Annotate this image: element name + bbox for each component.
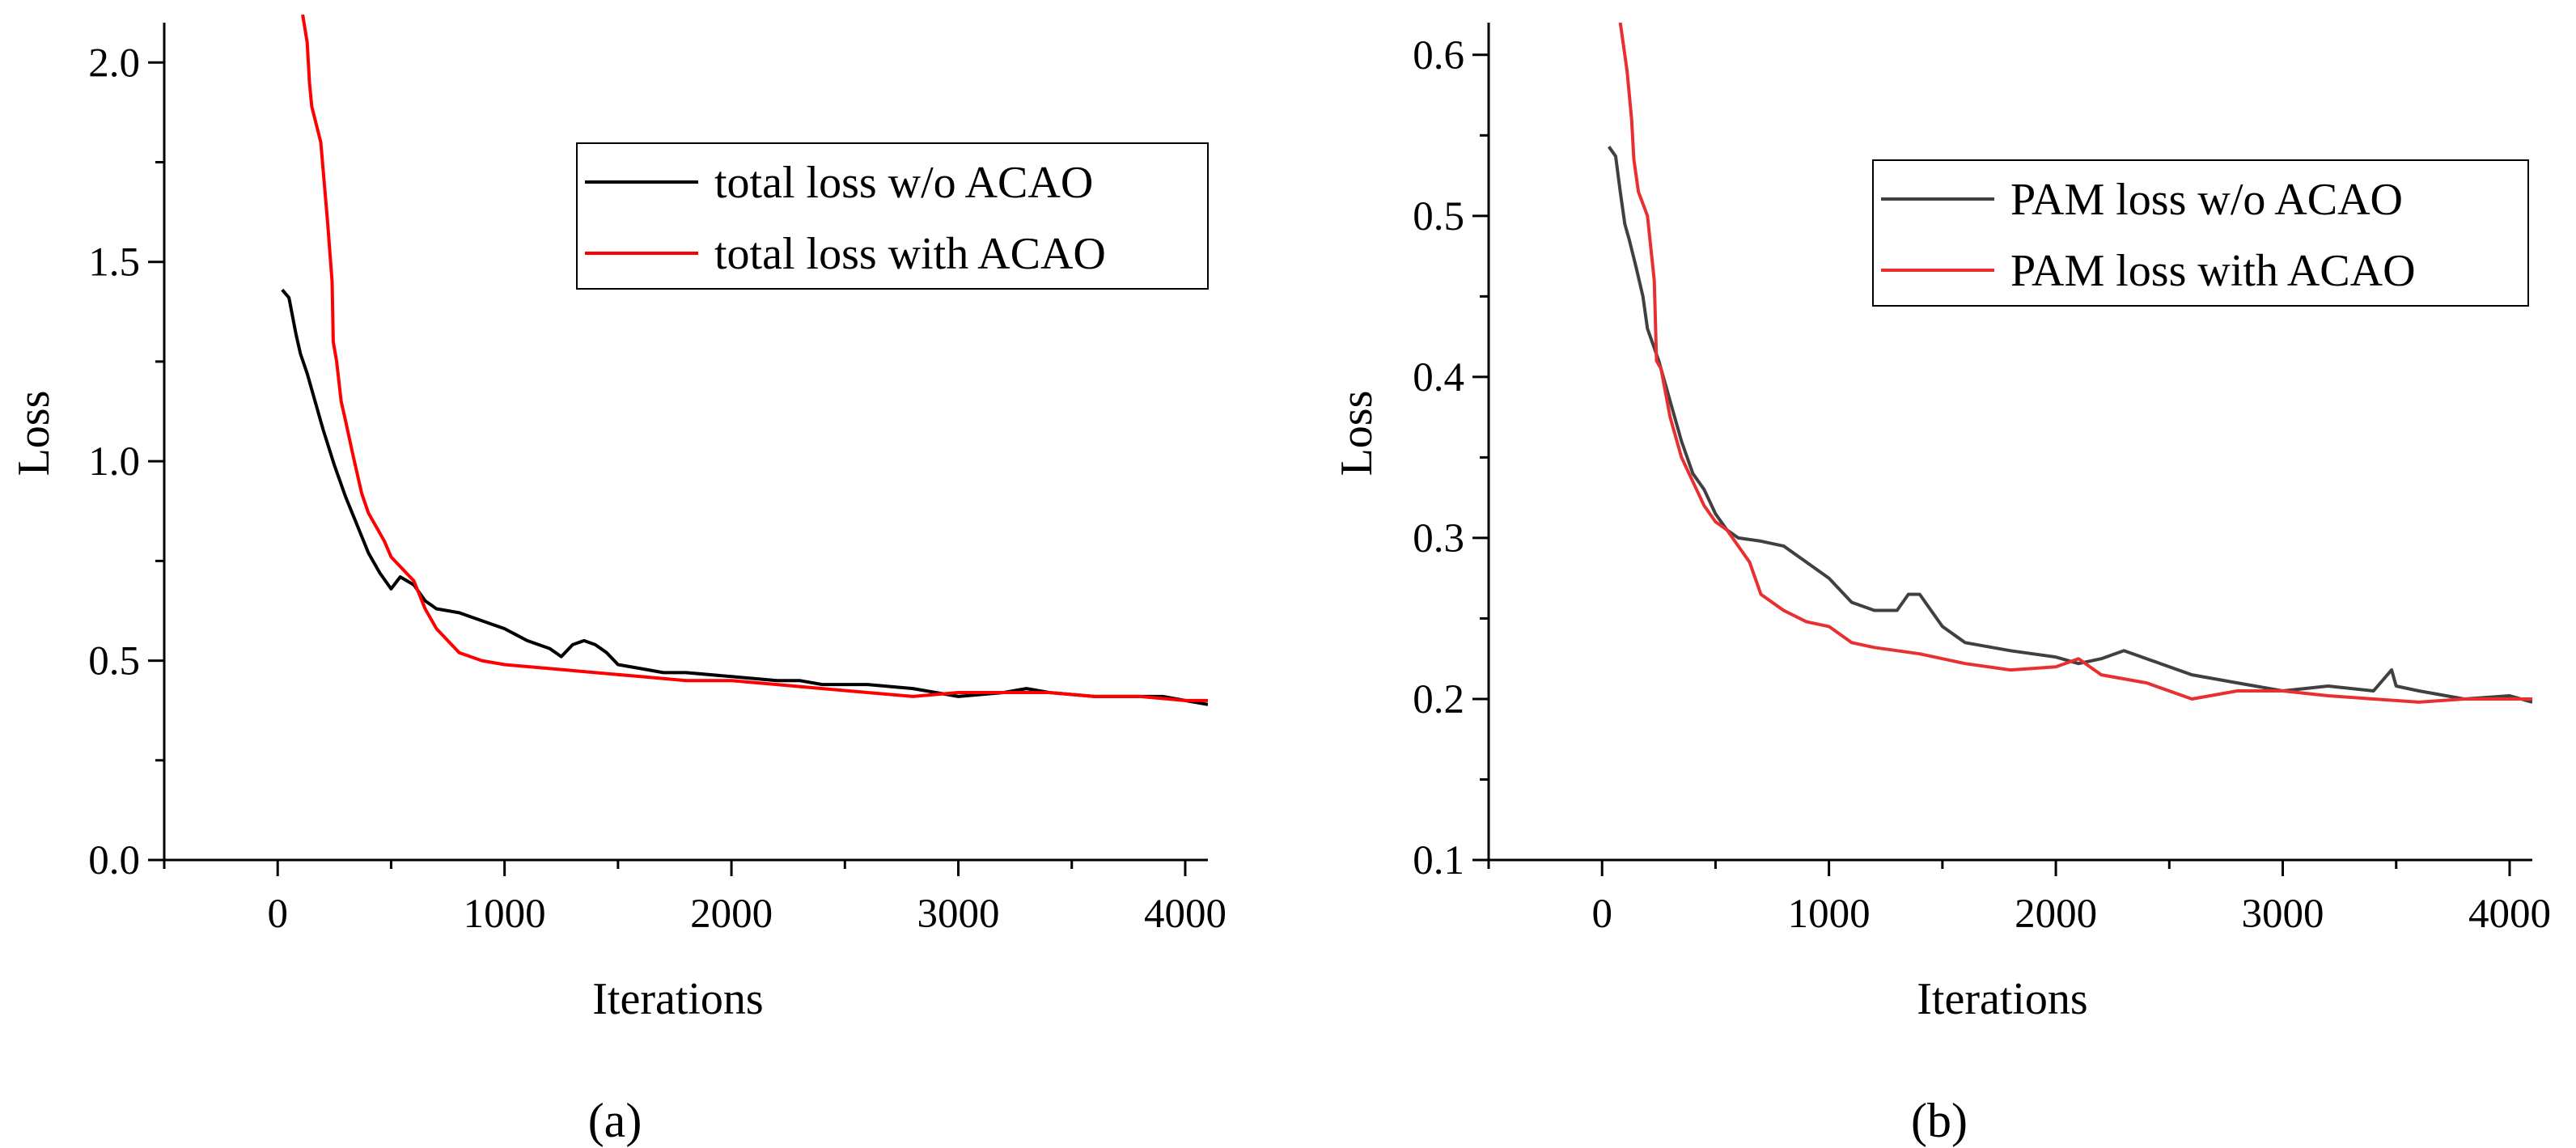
y-tick-label: 2.0 xyxy=(88,40,140,86)
panel-label-a: (a) xyxy=(588,1094,642,1147)
legend: total loss w/o ACAO total loss with ACAO xyxy=(576,142,1209,290)
y-tick-label: 1.0 xyxy=(88,439,140,485)
legend-box xyxy=(576,142,1209,290)
y-axis-title: Loss xyxy=(9,391,59,477)
chart-panel-b: (b) 0 1000 2000 3000 4000 0.1 0.2 0.3 0.4 0.5 0.6 I… xyxy=(1332,22,2551,1147)
series-line-0 xyxy=(281,288,1208,706)
x-tick-label: 0 xyxy=(267,892,288,937)
series-line-1 xyxy=(1618,22,2532,704)
legend-label: PAM loss w/o ACAO xyxy=(2010,175,2403,225)
y-tick-label: 0.6 xyxy=(1413,33,1464,78)
x-tick-label: 3000 xyxy=(917,892,1000,937)
x-tick-label: 4000 xyxy=(1144,892,1227,937)
x-tick-label: 1000 xyxy=(464,892,546,937)
x-tick-label: 4000 xyxy=(2468,892,2551,937)
x-axis-title: Iterations xyxy=(1917,974,2087,1024)
series-line-1 xyxy=(301,14,1208,702)
x-tick-label: 2000 xyxy=(690,892,773,937)
y-tick-label: 0.3 xyxy=(1413,516,1464,561)
series-line-0 xyxy=(1607,146,2532,704)
y-tick-label: 0.1 xyxy=(1413,838,1464,883)
x-tick-label: 3000 xyxy=(2242,892,2324,937)
y-axis-title: Loss xyxy=(1332,391,1382,477)
legend-label: total loss with ACAO xyxy=(714,229,1106,279)
y-tick-label: 0.0 xyxy=(88,838,140,883)
legend-label: PAM loss with ACAO xyxy=(2010,246,2416,296)
legend: PAM loss w/o ACAO PAM loss with ACAO xyxy=(1872,159,2529,307)
x-tick-label: 0 xyxy=(1591,892,1612,937)
y-tick-label: 0.5 xyxy=(88,639,140,684)
y-tick-label: 0.2 xyxy=(1413,677,1464,722)
legend-box xyxy=(1872,159,2529,307)
y-tick-label: 0.4 xyxy=(1413,355,1464,400)
x-tick-label: 1000 xyxy=(1788,892,1871,937)
y-tick-label: 1.5 xyxy=(88,240,140,286)
x-tick-label: 2000 xyxy=(2015,892,2097,937)
y-tick-label: 0.5 xyxy=(1413,194,1464,239)
chart-panel-a: (a) 0 1000 2000 3000 4000 0.0 0.5 1.0 1.5 2.0 Iter… xyxy=(9,14,1227,1147)
panel-label-b: (b) xyxy=(1911,1094,1968,1147)
legend-label: total loss w/o ACAO xyxy=(714,158,1093,208)
x-axis-title: Iterations xyxy=(592,974,763,1024)
